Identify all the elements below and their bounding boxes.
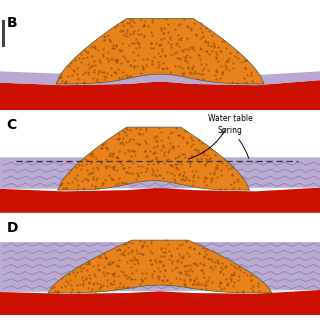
Text: Water table: Water table [188,114,253,159]
Polygon shape [56,19,264,84]
Text: D: D [6,221,18,235]
Polygon shape [0,242,320,292]
Polygon shape [0,80,320,110]
Polygon shape [58,127,250,190]
Bar [2,20,5,47]
Polygon shape [0,290,320,315]
Polygon shape [0,71,320,85]
Text: B: B [6,16,17,30]
Polygon shape [0,188,320,213]
Text: C: C [6,118,17,132]
Polygon shape [0,157,320,189]
Text: Spring: Spring [218,126,249,158]
Polygon shape [48,240,272,293]
